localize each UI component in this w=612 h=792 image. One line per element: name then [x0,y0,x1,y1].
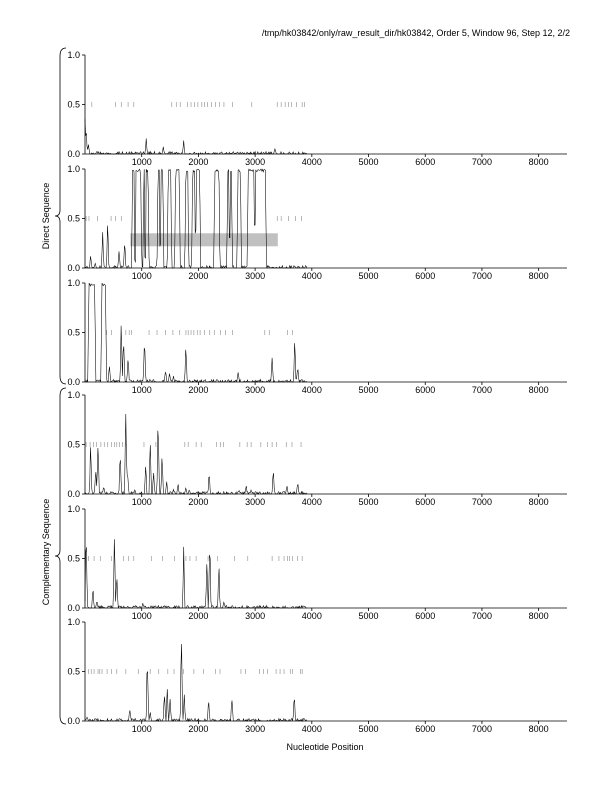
panel-frame-3: 0.0 0.5 1.0 1000 2000 3000 4000 5000 6000 7000 800… [67,278,567,395]
y-tick-label: 0.5 [67,667,80,677]
x-tick-label: 7000 [472,157,492,167]
y-tick-label: 0.5 [67,328,80,338]
x-tick-label: 8000 [529,385,549,395]
x-tick-label: 4000 [302,271,322,281]
y-tick-label: 0.0 [67,263,80,273]
x-tick-label: 3000 [245,724,265,734]
x-tick-label: 5000 [359,271,379,281]
x-tick-label: 5000 [359,385,379,395]
x-tick-label: 6000 [415,271,435,281]
y-tick-label: 0.0 [67,603,80,613]
x-tick-label: 4000 [302,611,322,621]
x-tick-label: 8000 [529,611,549,621]
x-tick-label: 1000 [132,611,152,621]
x-tick-label: 8000 [529,497,549,507]
x-tick-label: 5000 [359,611,379,621]
coding-potential-line [84,282,307,384]
x-tick-label: 3000 [245,157,265,167]
x-tick-label: 1000 [132,157,152,167]
y-tick-label: 1.0 [67,164,80,174]
group-label-complementary: Complementary Sequence [41,499,51,606]
x-tick-label: 7000 [472,385,492,395]
coding-potential-line [84,119,307,156]
y-tick-label: 1.0 [67,278,80,288]
y-tick-label: 1.0 [67,50,80,60]
panel-frame-4: 0.0 0.5 1.0 1000 2000 3000 4000 5000 6000 7000 800… [67,390,567,507]
x-tick-label: 4000 [302,157,322,167]
panels-layer: 0.0 0.5 1.0 1000 2000 3000 4000 5000 6000 7000 800… [54,47,567,734]
x-axis-label: Nucleotide Position [286,742,363,752]
x-tick-label: 2000 [188,724,208,734]
x-tick-label: 5000 [359,497,379,507]
brace-direct [54,47,67,385]
chart-title: /tmp/hk03842/only/raw_result_dir/hk03842… [261,28,570,38]
y-tick-label: 0.0 [67,149,80,159]
x-tick-label: 7000 [472,497,492,507]
y-tick-label: 1.0 [67,617,80,627]
x-tick-label: 8000 [529,157,549,167]
x-tick-label: 5000 [359,157,379,167]
y-tick-label: 0.5 [67,214,80,224]
y-tick-label: 1.0 [67,504,80,514]
x-tick-label: 5000 [359,724,379,734]
x-tick-label: 1000 [132,271,152,281]
x-tick-label: 8000 [529,724,549,734]
x-tick-label: 7000 [472,271,492,281]
x-tick-label: 2000 [188,271,208,281]
y-tick-label: 0.0 [67,716,80,726]
y-tick-label: 0.5 [67,440,80,450]
y-tick-label: 0.5 [67,100,80,110]
x-tick-label: 8000 [529,271,549,281]
x-tick-label: 3000 [245,385,265,395]
x-tick-label: 4000 [302,724,322,734]
x-tick-label: 4000 [302,497,322,507]
orf-highlight-bar [130,233,278,247]
x-tick-label: 3000 [245,611,265,621]
x-tick-label: 2000 [188,611,208,621]
x-tick-label: 1000 [132,385,152,395]
x-tick-label: 1000 [132,724,152,734]
x-tick-label: 4000 [302,385,322,395]
y-tick-label: 1.0 [67,390,80,400]
x-tick-label: 6000 [415,724,435,734]
x-tick-label: 6000 [415,611,435,621]
x-tick-label: 2000 [188,497,208,507]
coding-potential-line [84,539,307,609]
x-tick-label: 6000 [415,385,435,395]
x-tick-label: 2000 [188,385,208,395]
coding-potential-line [84,168,308,269]
y-tick-label: 0.0 [67,489,80,499]
panel-frame-5: 0.0 0.5 1.0 1000 2000 3000 4000 5000 6000 7000 800… [67,504,567,621]
y-tick-label: 0.0 [67,377,80,387]
x-tick-label: 7000 [472,724,492,734]
panel-frame-6: 0.0 0.5 1.0 1000 2000 3000 4000 5000 6000 7000 800… [67,617,567,734]
x-tick-label: 3000 [245,271,265,281]
coding-potential-line [84,643,308,722]
y-tick-label: 0.5 [67,554,80,564]
x-tick-label: 2000 [188,157,208,167]
panel-frame-1: 0.0 0.5 1.0 1000 2000 3000 4000 5000 6000 7000 800… [67,50,567,167]
group-label-direct: Direct Sequence [41,183,51,250]
x-tick-label: 1000 [132,497,152,507]
panel-frame-2: 0.0 0.5 1.0 1000 2000 3000 4000 5000 6000 7000 800… [67,164,567,281]
x-tick-label: 6000 [415,157,435,167]
x-tick-label: 3000 [245,497,265,507]
brace-complementary [54,387,67,725]
x-tick-label: 7000 [472,611,492,621]
coding-potential-line [84,413,308,495]
x-tick-label: 6000 [415,497,435,507]
